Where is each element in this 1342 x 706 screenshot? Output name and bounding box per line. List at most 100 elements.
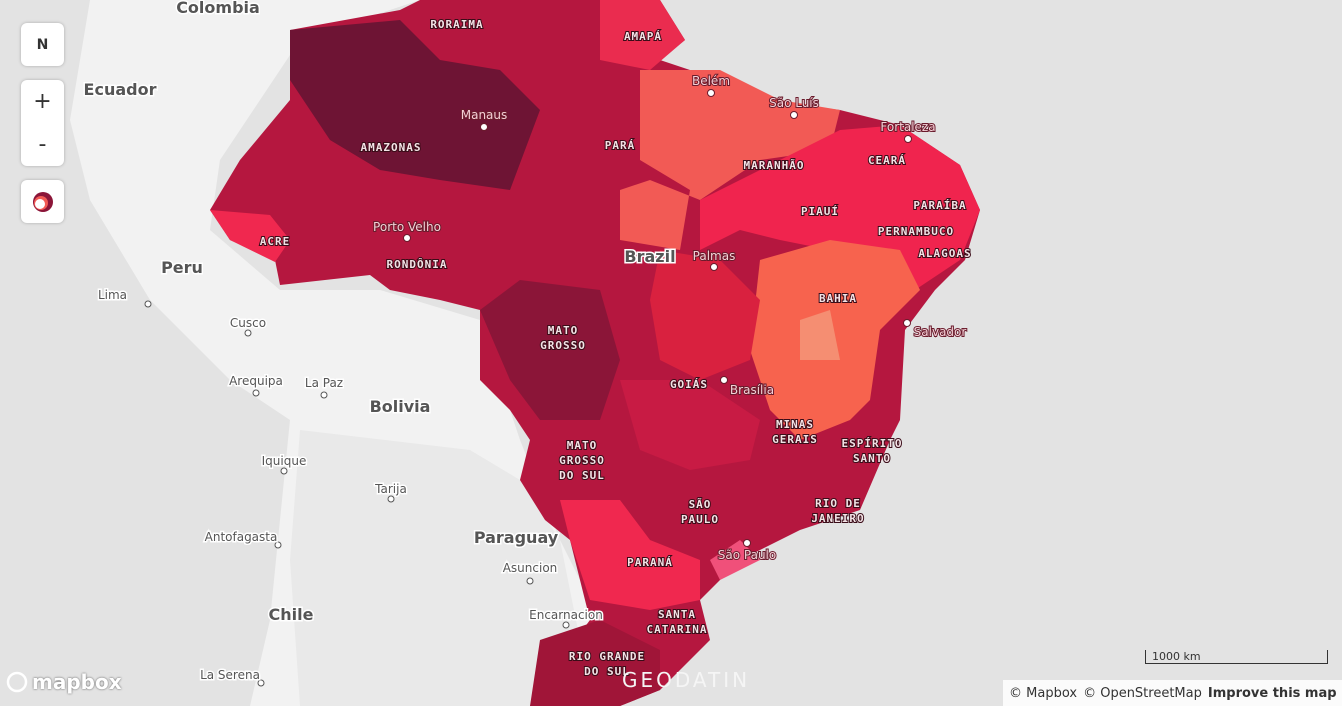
region	[480, 280, 620, 420]
country-label: Paraguay	[474, 528, 559, 547]
city-dot	[903, 319, 911, 327]
state-label: SÃO	[689, 498, 712, 511]
region	[290, 20, 540, 190]
state-label: MARANHÃO	[744, 159, 805, 172]
region	[620, 70, 840, 250]
state-label: ACRE	[260, 235, 291, 248]
city-label: Porto Velho	[373, 220, 441, 234]
state-label: CATARINA	[647, 623, 708, 636]
state-label: PIAUÍ	[801, 205, 839, 218]
improve-link[interactable]: Improve this map	[1207, 685, 1337, 701]
city-label: Brasília	[730, 383, 774, 397]
region	[600, 0, 685, 70]
mapbox-logo[interactable]: mapbox	[6, 670, 122, 694]
osm-attribution[interactable]: © OpenStreetMap	[1083, 685, 1202, 701]
zoom-out-button[interactable]: -	[38, 132, 47, 157]
country-label: Brazil	[624, 247, 675, 266]
city-dot	[244, 329, 252, 337]
city-label: Encarnacion	[529, 608, 603, 622]
attribution: © Mapbox © OpenStreetMap Improve this ma…	[1003, 680, 1342, 706]
state-label: PARÁ	[605, 139, 636, 152]
state-label: MATO	[567, 439, 598, 452]
land	[290, 430, 580, 706]
state-label: GROSSO	[559, 454, 605, 467]
state-label: PERNAMBUCO	[878, 225, 954, 238]
mapbox-icon	[6, 671, 28, 693]
city-label: Antofagasta	[205, 530, 278, 544]
region	[620, 380, 760, 470]
state-label: AMAPÁ	[624, 30, 662, 43]
state-label: DO SUL	[584, 665, 630, 678]
layer-icon	[32, 191, 53, 212]
state-label: RORAIMA	[430, 18, 483, 31]
city-label: Lima	[98, 288, 127, 302]
zoom-in-button[interactable]: +	[33, 89, 52, 114]
region	[800, 310, 840, 360]
country-label: Ecuador	[84, 80, 157, 99]
state-label: CEARÁ	[868, 154, 906, 167]
region	[650, 250, 760, 380]
geodatin-logo: GEODATIN	[622, 668, 751, 692]
compass-button[interactable]: N	[36, 36, 49, 53]
city-label: Iquique	[262, 454, 307, 468]
state-label: BAHIA	[819, 292, 857, 305]
region	[530, 620, 660, 706]
city-label: Tarija	[374, 482, 407, 496]
city-dot	[790, 111, 798, 119]
state-label: AMAZONAS	[361, 141, 422, 154]
country-label: Peru	[161, 258, 203, 277]
city-label: Fortaleza	[880, 120, 935, 134]
city-dot	[387, 495, 395, 503]
state-label: ALAGOAS	[918, 247, 971, 260]
layer-button[interactable]	[21, 180, 64, 223]
city-label: Salvador	[914, 325, 967, 339]
city-dot	[710, 263, 718, 271]
city-dot	[274, 541, 282, 549]
city-label: Cusco	[230, 316, 266, 330]
city-dot	[720, 376, 728, 384]
city-label: Belém	[692, 74, 730, 88]
city-label: São Paulo	[718, 548, 776, 562]
city-dot	[743, 539, 751, 547]
state-label: RONDÔNIA	[387, 258, 448, 271]
city-label: Asuncion	[503, 561, 558, 575]
state-label: SANTO	[853, 452, 891, 465]
region	[560, 500, 700, 610]
city-label: Manaus	[461, 108, 508, 122]
city-dot	[144, 300, 152, 308]
city-dot	[707, 89, 715, 97]
city-label: La Serena	[200, 668, 260, 682]
state-label: MATO	[548, 324, 579, 337]
mapbox-text: mapbox	[32, 670, 122, 694]
state-label: GERAIS	[772, 433, 818, 446]
state-label: RIO GRANDE	[569, 650, 645, 663]
city-dot	[480, 123, 488, 131]
city-dot	[562, 621, 570, 629]
city-dot	[252, 389, 260, 397]
region	[700, 125, 980, 300]
region	[710, 540, 760, 580]
state-label: DO SUL	[559, 469, 605, 482]
city-dot	[904, 135, 912, 143]
city-dot	[280, 467, 288, 475]
country-label: Bolivia	[370, 397, 431, 416]
city-dot	[526, 577, 534, 585]
state-label: PARANÁ	[627, 556, 673, 569]
state-label: JANEIRO	[811, 512, 864, 525]
state-label: SANTA	[658, 608, 696, 621]
state-label: PAULO	[681, 513, 719, 526]
country-label: Colombia	[176, 0, 260, 17]
region	[210, 210, 290, 262]
city-label: Palmas	[693, 249, 736, 263]
city-dot	[257, 679, 265, 687]
state-label: PARAÍBA	[913, 199, 966, 212]
city-label: Arequipa	[229, 374, 283, 388]
state-label: MINAS	[776, 418, 814, 431]
country-label: Chile	[269, 605, 314, 624]
state-label: ESPÍRITO	[842, 437, 903, 450]
mapbox-attribution[interactable]: © Mapbox	[1009, 685, 1078, 701]
city-label: São Luís	[769, 96, 819, 110]
state-label: GROSSO	[540, 339, 586, 352]
